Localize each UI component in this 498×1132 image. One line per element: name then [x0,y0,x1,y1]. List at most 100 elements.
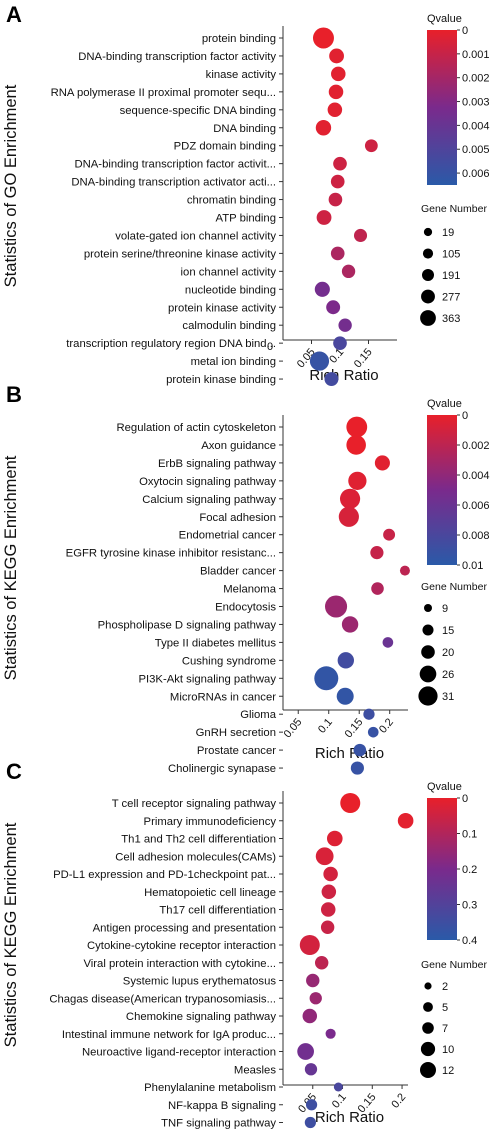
colorbar-tick-label: 0.002 [462,440,490,452]
data-point [314,281,330,297]
data-point [309,992,322,1005]
data-point [364,139,378,153]
term-label: NF-kappa B signaling [168,1100,276,1112]
gene-number-legend-title: Gene Number [421,959,487,971]
term-label: Melanoma [223,584,276,596]
qvalue-colorbar [427,415,457,565]
term-label: T cell receptor signaling pathway [112,798,277,810]
data-point [336,687,354,705]
term-label: Intestinal immune network for IgA produc… [62,1029,276,1041]
size-legend-label: 31 [442,691,454,703]
panel-b: B Statistics of KEGG Enrichment 0.05 0.1 0.1… [2,382,490,775]
data-point [370,546,384,560]
term-label: Regulation of actin cytoskeleton [116,422,276,434]
term-label: chromatin binding [187,195,276,207]
term-label: MicroRNAs in cancer [170,691,276,703]
term-label: Cell adhesion molecules(CAMs) [115,851,276,863]
data-point [326,300,341,315]
data-point [338,318,352,332]
colorbar-tick-label: 0.004 [462,470,490,482]
size-legend-label: 7 [442,1023,448,1035]
term-label: protein kinase binding [166,374,276,386]
x-tick-label: 0.15 [343,716,366,740]
data-point [309,351,330,371]
data-point [312,27,334,49]
x-tick-label: 0.2 [389,1091,408,1110]
colorbar-tick-label: 0 [462,410,468,422]
data-point [328,192,343,207]
term-label: Cytokine-cytokine receptor interaction [87,940,276,952]
term-label: EGFR tyrosine kinase inhibitor resistanc… [66,548,276,560]
term-label: TNF signaling pathway [161,1118,276,1130]
data-point [371,582,384,595]
size-legend-dot [418,686,438,706]
colorbar-tick-label: 0.002 [462,73,490,85]
term-label: Phenylalanine metabolism [144,1082,276,1094]
data-point [330,174,345,189]
colorbar-tick-label: 0.001 [462,49,490,61]
term-label: Hematopoietic cell lineage [144,887,276,899]
term-label: PD-L1 expression and PD-1checkpoint pat.… [53,869,276,881]
term-label: Th17 cell differentiation [159,905,276,917]
data-point [297,1043,314,1060]
term-label: ATP binding [216,213,277,225]
data-point [397,812,414,829]
data-point [348,471,367,490]
term-label: Phospholipase D signaling pathway [98,619,277,631]
qvalue-legend-title: Qvalue [427,13,462,25]
size-legend-dot [422,248,434,259]
data-point [320,902,336,917]
data-point [315,120,332,136]
term-label: ErbB signaling pathway [158,458,276,470]
size-legend-label: 10 [442,1044,454,1056]
term-label: Type II diabetes mellitus [155,637,277,649]
size-legend-label: 277 [442,292,460,304]
data-point [340,793,361,813]
colorbar-tick-label: 0.01 [462,560,483,572]
colorbar-tick-label: 0.003 [462,97,490,109]
term-label: Viral protein interaction with cytokine.… [83,958,276,970]
size-legend-dot [422,1022,434,1034]
term-label: Prostate cancer [197,745,276,757]
gene-number-legend-title: Gene Number [421,203,487,215]
term-label: DNA-binding transcription factor activit… [78,51,276,63]
data-point [337,652,354,669]
term-label: Bladder cancer [200,566,276,578]
term-label: Cholinergic synapase [168,763,276,775]
term-label: DNA binding [213,123,276,135]
x-tick-label: 0.05 [282,716,305,740]
panel-letter: C [6,759,22,784]
data-point [330,246,345,261]
colorbar-tick-label: 0.006 [462,500,490,512]
term-label: Th1 and Th2 cell differentiation [121,834,276,846]
size-legend-label: 105 [442,249,460,261]
data-point [382,637,394,648]
term-label: Chemokine signaling pathway [126,1011,276,1023]
term-label: Systemic lupus erythematosus [123,976,277,988]
y-axis-title: Statistics of KEGG Enrichment [2,822,20,1047]
colorbar-tick-label: 0 [462,793,468,805]
term-label: PDZ domain binding [174,141,276,153]
colorbar-tick-label: 0 [462,25,468,37]
size-legend-label: 20 [442,647,454,659]
data-point [325,595,348,618]
term-label: Calcium signaling pathway [142,494,276,506]
data-point [325,1028,336,1039]
data-point [338,506,359,527]
term-label: protein kinase activity [168,302,276,314]
term-label: metal ion binding [191,356,276,368]
size-legend-label: 12 [442,1065,454,1077]
x-axis-title: Rich Ratio [315,1109,384,1126]
data-point [323,866,338,882]
colorbar-tick-label: 0.008 [462,530,490,542]
term-label: RNA polymerase II proximal promoter sequ… [51,87,276,99]
term-label: Endometrial cancer [179,530,277,542]
y-axis-title: Statistics of KEGG Enrichment [2,455,20,680]
term-label: Antigen processing and presentation [93,922,276,934]
data-point [367,726,379,738]
data-point [333,156,347,171]
colorbar-tick-label: 0.4 [462,935,477,947]
size-legend-dot [420,1062,436,1078]
